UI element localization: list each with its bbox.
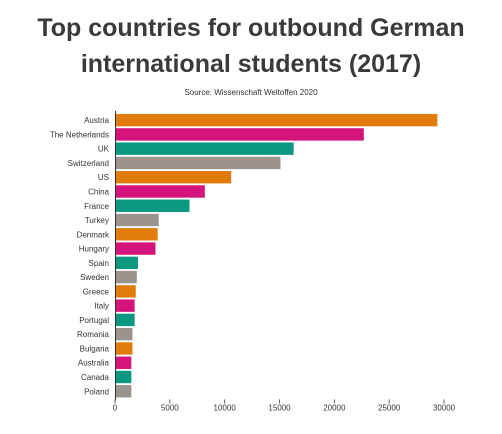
category-label: Canada — [81, 373, 110, 382]
category-label: Italy — [94, 302, 109, 311]
x-tick-label: 30000 — [433, 403, 456, 412]
bar-uk — [116, 142, 294, 155]
bar-romania — [116, 327, 133, 341]
bar-denmark — [116, 228, 158, 241]
category-label: China — [88, 187, 109, 196]
category-label: The Netherlands — [50, 130, 109, 139]
category-labels: Austria The Netherlands UK Switzerland US Chi… — [50, 116, 110, 396]
chart-subtitle: Source: Wissenschaft Weltoffen 2020 — [184, 88, 318, 97]
x-tick-label: 5000 — [161, 403, 179, 412]
x-tick-label: 10000 — [214, 403, 237, 412]
x-tick-label: 25000 — [378, 403, 401, 412]
bar-portugal — [116, 313, 135, 327]
chart-axes — [114, 111, 445, 404]
x-tick-label: 20000 — [323, 403, 346, 412]
bar-canada — [116, 370, 132, 384]
bar-china — [116, 185, 205, 198]
category-label: Austria — [84, 116, 109, 125]
category-label: Bulgaria — [80, 344, 110, 353]
category-label: Australia — [78, 359, 110, 368]
category-label: Poland — [84, 387, 109, 396]
bar-us — [116, 171, 232, 184]
category-label: Switzerland — [68, 159, 109, 168]
category-label: Denmark — [77, 230, 110, 239]
bar-poland — [116, 385, 132, 398]
category-label: Hungary — [79, 245, 109, 254]
category-label: Turkey — [85, 216, 109, 225]
category-label: Greece — [83, 287, 110, 296]
category-label: Spain — [89, 259, 109, 268]
bar-sweden — [116, 270, 137, 284]
bar-bulgaria — [116, 342, 133, 355]
bar-austria — [116, 113, 438, 127]
category-label: Romania — [77, 330, 110, 339]
x-tick-label: 0 — [113, 403, 118, 412]
bar-australia — [116, 356, 132, 369]
chart-title: Top countries for outbound German intern… — [0, 10, 502, 82]
chart-title-text: Top countries for outbound German intern… — [37, 14, 465, 78]
category-label: Portugal — [79, 316, 109, 325]
bar-france — [116, 199, 190, 212]
category-label: France — [84, 202, 109, 211]
bar-spain — [116, 256, 138, 270]
category-label: US — [98, 173, 109, 182]
bar-the-netherlands — [116, 128, 364, 141]
category-label: UK — [98, 145, 110, 154]
bar-hungary — [116, 242, 156, 255]
bar-greece — [116, 285, 136, 298]
x-tick-labels: 0 5000 10000 15000 20000 25000 30000 — [113, 403, 456, 412]
x-tick-label: 15000 — [268, 403, 291, 412]
bar-italy — [116, 299, 135, 312]
bar-switzerland — [116, 156, 281, 170]
category-label: Sweden — [80, 273, 109, 282]
bar-turkey — [116, 213, 159, 227]
chart-bars — [116, 113, 438, 398]
